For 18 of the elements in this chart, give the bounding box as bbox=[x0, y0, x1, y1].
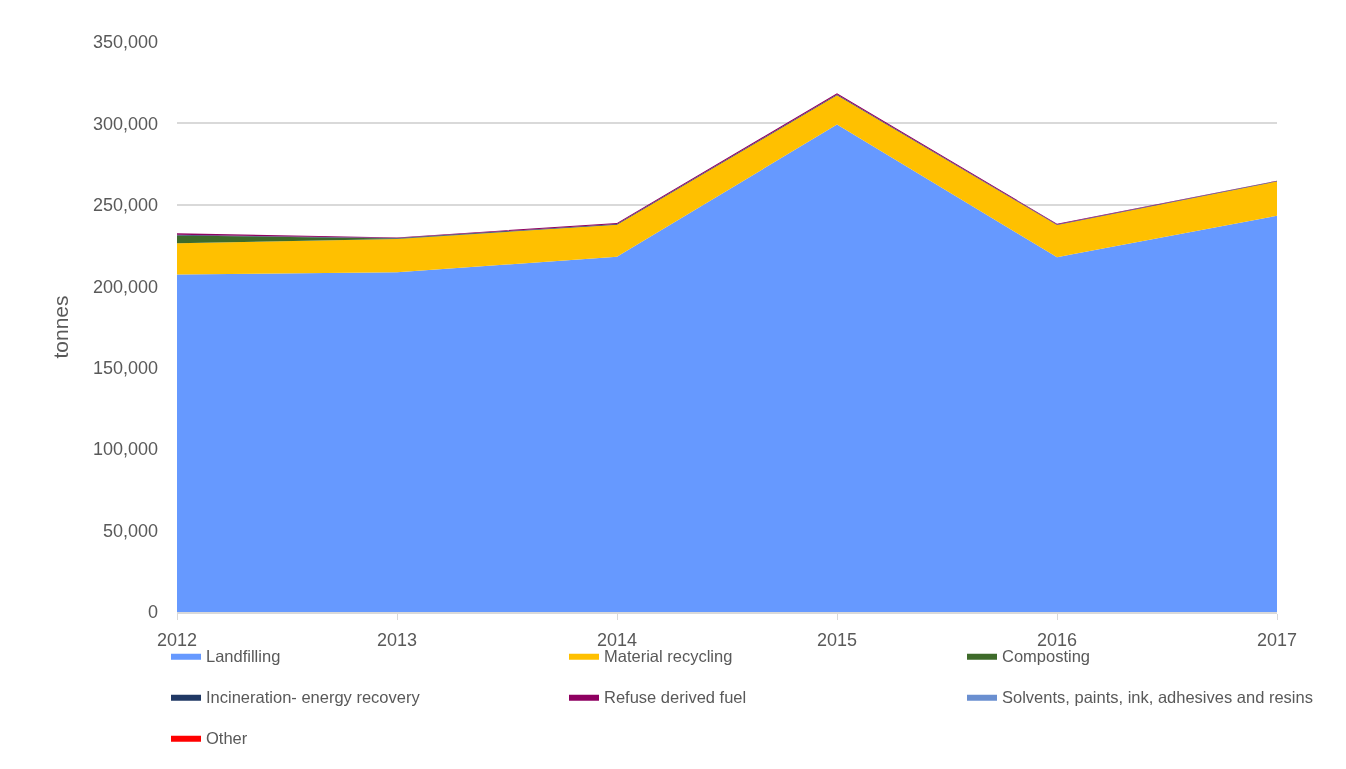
x-tick-label: 2017 bbox=[1256, 630, 1298, 651]
y-tick-label: 100,000 bbox=[92, 439, 158, 460]
x-tick-label: 2013 bbox=[376, 630, 418, 651]
y-tick-label: 250,000 bbox=[92, 195, 158, 216]
legend-label: Incineration- energy recovery bbox=[206, 688, 421, 707]
legend-label: Landfilling bbox=[206, 647, 281, 666]
legend-label: Refuse derived fuel bbox=[604, 688, 747, 707]
y-tick-label: 150,000 bbox=[92, 358, 158, 379]
x-tick-label: 2015 bbox=[816, 630, 858, 651]
legend-label: Solvents, paints, ink, adhesives and resins bbox=[1002, 688, 1313, 707]
y-tick-label: 0 bbox=[147, 602, 158, 623]
y-tick-label: 50,000 bbox=[102, 520, 158, 541]
x-tick-label: 2012 bbox=[156, 630, 198, 651]
y-axis-title: tonnes bbox=[49, 295, 73, 359]
y-tick-label: 200,000 bbox=[92, 276, 158, 297]
legend-label: Other bbox=[206, 729, 248, 748]
y-tick-label: 350,000 bbox=[92, 32, 158, 53]
y-tick-label: 300,000 bbox=[92, 113, 158, 134]
